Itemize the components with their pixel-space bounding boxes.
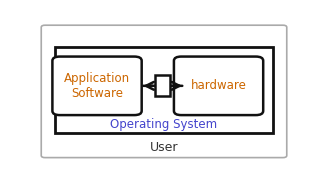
Text: hardware: hardware	[191, 79, 246, 92]
FancyBboxPatch shape	[55, 47, 273, 133]
Text: Application
Software: Application Software	[64, 72, 130, 100]
Text: Operating System: Operating System	[110, 118, 218, 131]
Text: User: User	[150, 141, 178, 154]
FancyBboxPatch shape	[174, 56, 263, 115]
FancyBboxPatch shape	[52, 56, 142, 115]
FancyBboxPatch shape	[155, 75, 170, 96]
FancyBboxPatch shape	[41, 25, 287, 158]
